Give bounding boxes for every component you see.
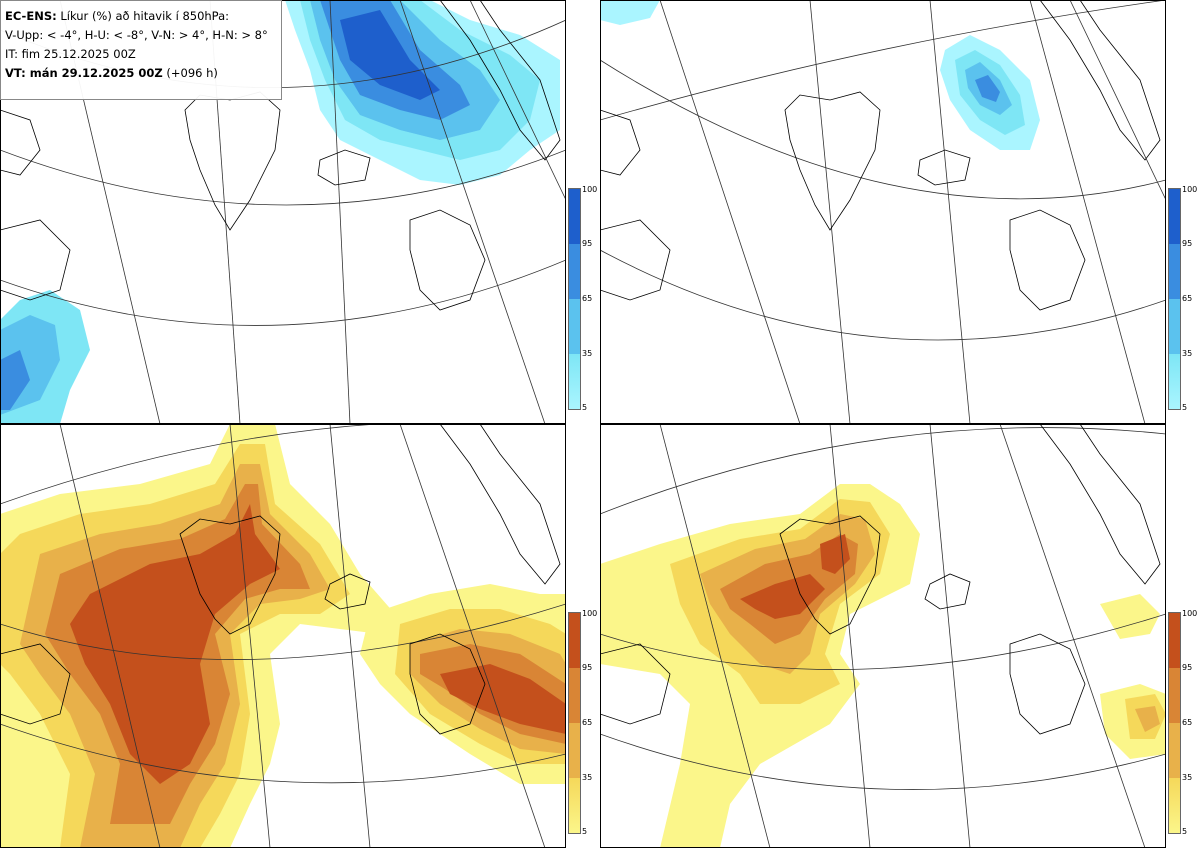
colorbar-tick: 100	[1182, 185, 1198, 194]
colorbar-tick: 65	[582, 718, 593, 727]
probability-fill	[600, 484, 1166, 848]
colorbar-tick: 100	[582, 609, 598, 618]
colorbar-tick: 5	[582, 827, 588, 836]
coastline	[0, 424, 561, 735]
colorbar-tick: 65	[1182, 718, 1193, 727]
probability-fill	[600, 0, 1040, 150]
colorbar-tick: 5	[1182, 403, 1188, 412]
map-canvas	[0, 424, 566, 848]
model-name: EC-ENS:	[5, 9, 57, 23]
colorbar-warm-right: 100 95 65 35 5	[1166, 609, 1200, 842]
valid-offset: (+096 h)	[166, 66, 218, 80]
map-panel-bottom-right	[600, 424, 1166, 848]
colorbar-tick: 65	[1182, 294, 1193, 303]
colorbar-cold-right: 100 95 65 35 5	[1166, 185, 1200, 418]
title-box: EC-ENS: Líkur (%) að hitavik í 850hPa: V…	[0, 0, 282, 100]
graticule	[600, 0, 1166, 424]
graticule	[0, 424, 566, 848]
threshold-text: V-Upp: < -4°, H-U: < -8°, V-N: > 4°, H-N…	[5, 28, 268, 42]
colorbar-tick: 100	[582, 185, 598, 194]
colorbar-tick: 35	[582, 349, 593, 358]
init-time: IT: fim 25.12.2025 00Z	[5, 47, 136, 61]
coastline	[600, 0, 1161, 311]
colorbar-tick: 35	[1182, 773, 1193, 782]
colorbar-tick: 35	[582, 773, 593, 782]
colorbar-tick: 95	[1182, 239, 1193, 248]
map-canvas	[600, 0, 1166, 424]
coastline	[600, 424, 1161, 735]
colorbar-tick: 95	[1182, 663, 1193, 672]
colorbar-tick: 35	[1182, 349, 1193, 358]
graticule	[600, 424, 1166, 848]
colorbar-warm-left: 100 95 65 35 5	[566, 609, 600, 842]
colorbar-tick: 95	[582, 239, 593, 248]
colorbar-tick: 95	[582, 663, 593, 672]
colorbar-tick: 5	[582, 403, 588, 412]
colorbar-tick: 65	[582, 294, 593, 303]
map-canvas	[600, 424, 1166, 848]
title-text: Líkur (%) að hitavik í 850hPa:	[60, 9, 230, 23]
map-panel-top-right	[600, 0, 1166, 424]
map-panel-top-left: EC-ENS: Líkur (%) að hitavik í 850hPa: V…	[0, 0, 566, 424]
probability-fill	[0, 0, 560, 424]
map-panel-bottom-left	[0, 424, 566, 848]
map-canvas	[0, 0, 566, 424]
colorbar-tick: 5	[1182, 827, 1188, 836]
probability-fill	[0, 424, 566, 848]
coastline	[0, 0, 561, 311]
colorbar-cold-left: 100 95 65 35 5	[566, 185, 600, 418]
valid-time: VT: mán 29.12.2025 00Z	[5, 66, 163, 80]
colorbar-tick: 100	[1182, 609, 1198, 618]
